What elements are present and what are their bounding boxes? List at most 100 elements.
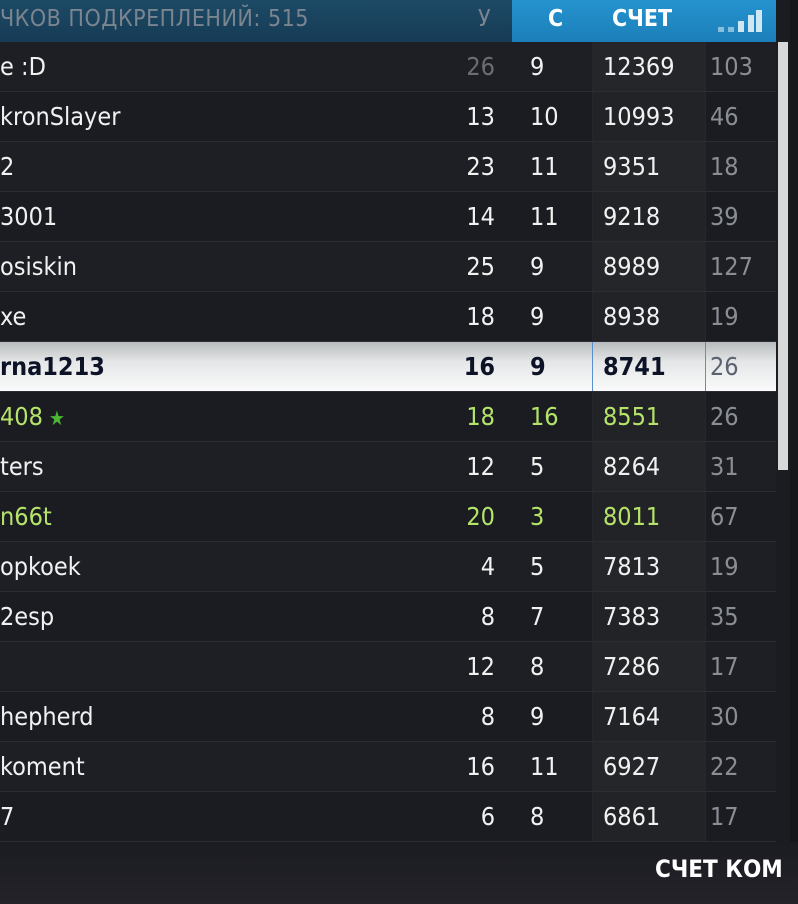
kills-value: 8 <box>480 602 495 631</box>
kills-value: 14 <box>466 202 495 231</box>
deaths-value: 3 <box>530 502 545 531</box>
deaths-value: 9 <box>530 702 545 731</box>
player-name-text: xe <box>0 302 27 331</box>
score-value: 9351 <box>603 152 661 181</box>
player-row[interactable]: koment 16 11 6927 22 <box>0 742 776 792</box>
deaths-value: 11 <box>530 752 559 781</box>
score-cell-bg <box>592 542 706 591</box>
player-name-text: 3001 <box>0 202 58 231</box>
score-value: 9218 <box>603 202 661 231</box>
score-value: 7813 <box>603 552 661 581</box>
header-sort-highlight <box>512 0 776 42</box>
deaths-value: 16 <box>530 402 559 431</box>
score-value: 8011 <box>603 502 661 531</box>
player-name: hepherd <box>0 702 94 731</box>
deaths-value: 8 <box>530 802 545 831</box>
player-row[interactable]: 408 ★ 18 16 8551 26 <box>0 392 776 442</box>
ping-value: 39 <box>710 202 739 231</box>
deaths-value: 9 <box>530 252 545 281</box>
player-name: n66t <box>0 502 52 531</box>
ping-value: 26 <box>710 352 739 381</box>
player-name: 3001 <box>0 202 57 231</box>
kills-value: 18 <box>466 402 495 431</box>
deaths-value: 5 <box>530 552 545 581</box>
player-name-text: 2esp <box>0 602 55 631</box>
player-row[interactable]: kronSlayer 13 10 10993 46 <box>0 92 776 142</box>
player-name: kronSlayer <box>0 102 120 131</box>
score-value: 6927 <box>603 752 661 781</box>
deaths-value: 11 <box>530 152 559 181</box>
score-cell-bg <box>592 192 706 241</box>
player-name-text: osiskin <box>0 252 77 281</box>
player-name: e :D <box>0 52 46 81</box>
ping-value: 17 <box>710 802 739 831</box>
player-row[interactable]: 12 8 7286 17 <box>0 642 776 692</box>
ping-value: 46 <box>710 102 739 131</box>
score-cell-bg <box>592 142 706 191</box>
kills-value: 26 <box>466 52 495 81</box>
player-row[interactable]: n66t 20 3 8011 67 <box>0 492 776 542</box>
player-row[interactable]: osiskin 25 9 8989 127 <box>0 242 776 292</box>
score-cell-bg <box>592 642 706 691</box>
score-cell-bg <box>592 742 706 791</box>
score-value: 7286 <box>603 652 661 681</box>
player-row[interactable]: hepherd 8 9 7164 30 <box>0 692 776 742</box>
score-value: 8264 <box>603 452 661 481</box>
player-name: xe <box>0 302 26 331</box>
player-row[interactable]: opkoek 4 5 7813 19 <box>0 542 776 592</box>
deaths-value: 10 <box>530 102 559 131</box>
kills-value: 18 <box>466 302 495 331</box>
score-value: 8551 <box>603 402 661 431</box>
kills-value: 6 <box>480 802 495 831</box>
deaths-value: 11 <box>530 202 559 231</box>
player-name: rna1213 <box>0 352 105 381</box>
kills-value: 12 <box>466 452 495 481</box>
score-value: 8938 <box>603 302 661 331</box>
ping-value: 19 <box>710 552 739 581</box>
score-cell-bg <box>592 292 706 341</box>
player-name: ters <box>0 452 44 481</box>
player-name: osiskin <box>0 252 77 281</box>
kills-value: 16 <box>466 752 495 781</box>
kills-value: 16 <box>463 352 495 381</box>
player-name: koment <box>0 752 85 781</box>
kills-value: 25 <box>466 252 495 281</box>
player-name-text: ters <box>0 452 44 481</box>
scrollbar-thumb[interactable] <box>778 42 788 470</box>
player-row[interactable]: e :D 26 9 12369 103 <box>0 42 776 92</box>
team-score-label: СЧЕТ КОМ <box>655 855 783 883</box>
score-cell-bg <box>592 692 706 741</box>
score-value: 12369 <box>603 52 675 81</box>
score-cell-bg <box>592 242 706 291</box>
player-name-text: 408 <box>0 402 43 431</box>
score-cell-bg <box>592 592 706 641</box>
deaths-value: 9 <box>530 302 545 331</box>
deaths-value: 9 <box>530 52 545 81</box>
ping-value: 18 <box>710 152 739 181</box>
player-row[interactable]: ters 12 5 8264 31 <box>0 442 776 492</box>
score-cell-bg <box>592 92 706 141</box>
kills-column-header[interactable]: У <box>478 6 491 32</box>
score-cell-bg <box>592 492 706 541</box>
player-row[interactable]: 3001 14 11 9218 39 <box>0 192 776 242</box>
ping-value: 35 <box>710 602 739 631</box>
score-column-header[interactable]: СЧЕТ <box>612 6 673 32</box>
player-row[interactable]: 2 23 11 9351 18 <box>0 142 776 192</box>
ping-value: 31 <box>710 452 739 481</box>
player-name: 2esp <box>0 602 54 631</box>
deaths-value: 5 <box>530 452 545 481</box>
deaths-column-header[interactable]: С <box>548 6 564 32</box>
signal-bars-icon[interactable] <box>718 10 762 32</box>
player-row[interactable]: 2esp 8 7 7383 35 <box>0 592 776 642</box>
player-row[interactable]: 7 6 8 6861 17 <box>0 792 776 842</box>
player-name-text: 7 <box>0 802 15 831</box>
score-cell-bg <box>592 42 706 91</box>
score-cell-bg <box>592 342 706 391</box>
player-row-self[interactable]: rna1213 16 9 8741 26 <box>0 342 776 392</box>
player-name-text: kronSlayer <box>0 102 121 131</box>
kills-value: 23 <box>466 152 495 181</box>
player-row[interactable]: xe 18 9 8938 19 <box>0 292 776 342</box>
reinforcements-title: ЧКОВ ПОДКРЕПЛЕНИЙ: 515 <box>0 6 309 32</box>
player-name-text: e :D <box>0 52 46 81</box>
kills-value: 13 <box>466 102 495 131</box>
